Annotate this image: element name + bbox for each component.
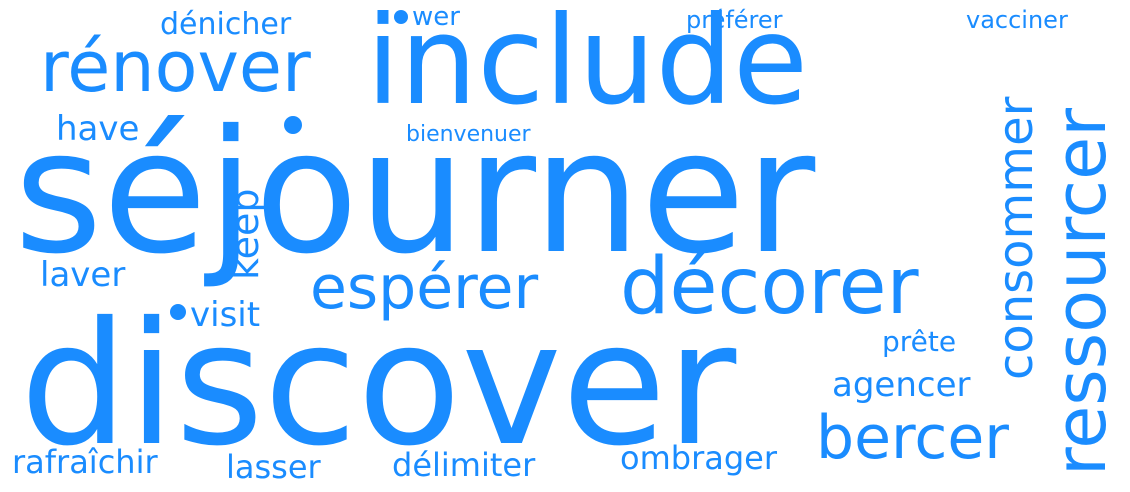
- word-vacciner: vacciner: [966, 8, 1068, 32]
- word-rafraichir: rafraîchir: [12, 446, 158, 478]
- dot-marker: [284, 116, 302, 134]
- dot-marker: [170, 304, 186, 320]
- dot-marker: [394, 10, 408, 24]
- word-ressourcer: ressourcer: [1046, 108, 1116, 476]
- word-lasser: lasser: [226, 451, 321, 483]
- word-delimiter: délimiter: [392, 449, 535, 481]
- word-laver: laver: [40, 258, 125, 292]
- word-have: have: [56, 112, 139, 146]
- word-bercer: bercer: [816, 408, 1009, 468]
- word-wer: wer: [412, 4, 460, 30]
- word-consommer: consommer: [992, 97, 1040, 380]
- word-preter: prête: [882, 328, 956, 356]
- word-visit: visit: [190, 298, 260, 332]
- word-denicher: dénicher: [160, 10, 291, 40]
- word-esperer: espérer: [310, 258, 538, 318]
- word-ombrager: ombrager: [620, 442, 777, 474]
- word-renover: rénover: [40, 32, 311, 102]
- word-keep: keep: [226, 188, 264, 280]
- word-preferer: préférer: [686, 8, 783, 32]
- word-decorer: décorer: [620, 248, 919, 326]
- word-agencer: agencer: [832, 368, 970, 402]
- word-bienvenuer: bienvenuer: [406, 124, 531, 146]
